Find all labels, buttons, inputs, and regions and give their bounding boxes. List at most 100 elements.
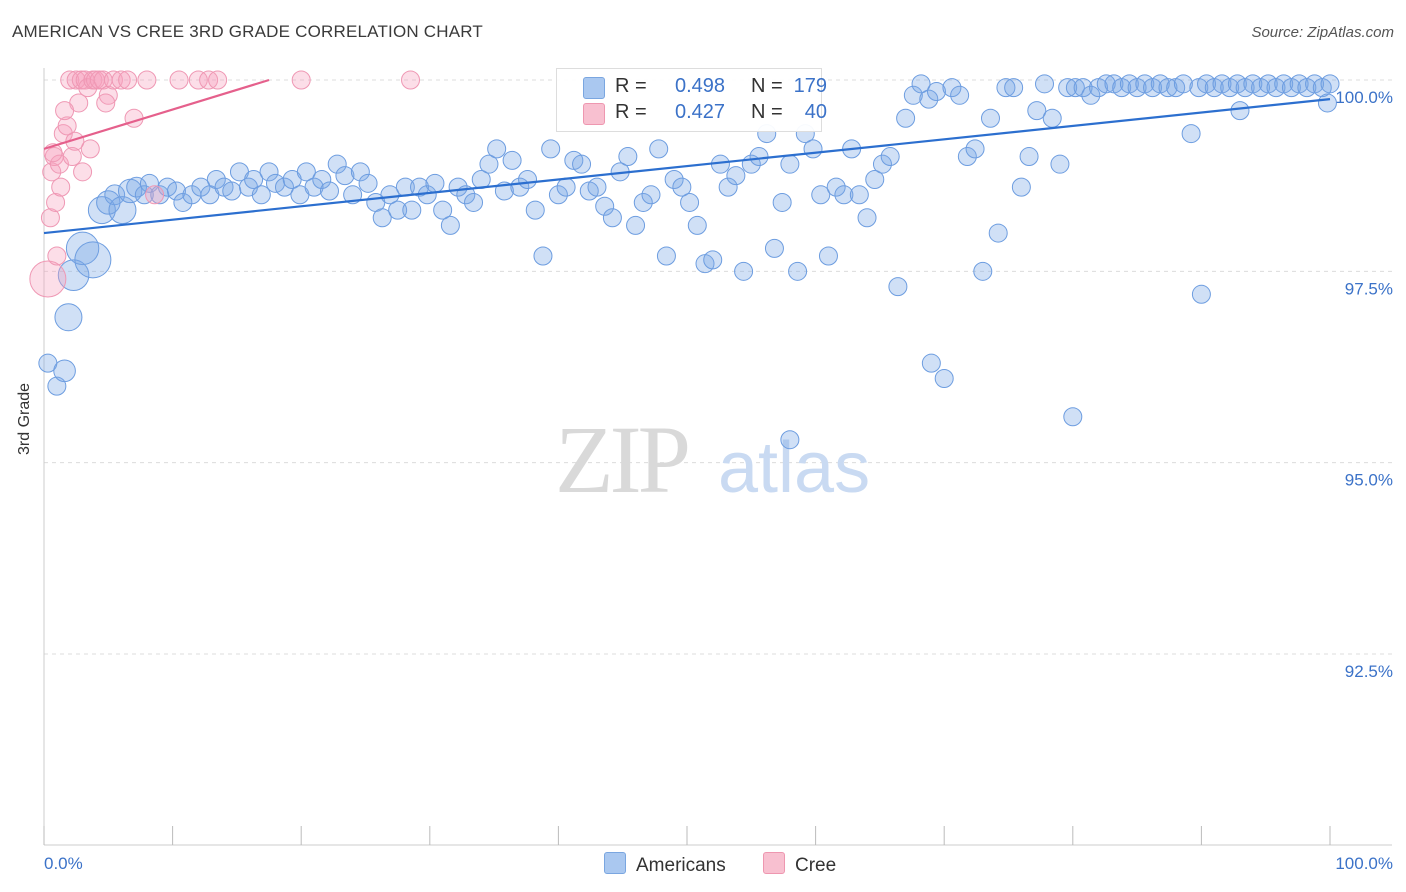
americans-point — [934, 368, 954, 388]
americans-point — [1035, 74, 1055, 94]
americans-point — [996, 78, 1016, 98]
americans-point — [664, 169, 684, 189]
americans-point — [312, 169, 332, 189]
americans-point — [222, 181, 242, 201]
americans-point — [633, 192, 653, 212]
americans-point — [518, 169, 538, 189]
americans-point — [533, 246, 553, 266]
cree-point — [208, 70, 228, 90]
americans-point — [888, 277, 908, 297]
cree-point — [29, 260, 67, 298]
americans-point — [54, 303, 83, 332]
americans-point — [1181, 124, 1201, 144]
cree-point — [40, 208, 60, 228]
americans-point — [857, 208, 877, 228]
americans-point — [595, 196, 615, 216]
americans-point — [965, 139, 985, 159]
source-credit: Source: ZipAtlas.com — [1251, 24, 1394, 41]
cree-point — [111, 70, 131, 90]
americans-trend-line — [43, 98, 1331, 235]
americans-point — [826, 177, 846, 197]
americans-point — [1230, 101, 1250, 121]
axis-layer — [43, 68, 1392, 846]
americans-point — [1019, 147, 1039, 167]
cree-point — [73, 162, 93, 182]
americans-point — [425, 173, 445, 193]
chart-title: AMERICAN VS CREE 3RD GRADE CORRELATION C… — [12, 22, 484, 41]
tick-label-layer: 92.5% 95.0% 97.5% 100.0% 0.0% 100.0% — [44, 88, 1393, 873]
cree-point — [103, 70, 123, 90]
r-label: R = — [615, 75, 647, 97]
cree-point — [137, 70, 157, 90]
americans-point — [726, 166, 746, 186]
americans-point — [703, 250, 723, 270]
americans-point — [440, 215, 460, 235]
cree-point — [188, 70, 208, 90]
americans-point — [1173, 74, 1193, 94]
americans-point — [1004, 78, 1024, 98]
americans-point — [572, 154, 592, 174]
points-layer — [29, 70, 1340, 450]
americans-point — [108, 196, 137, 225]
americans-point — [1042, 108, 1062, 128]
americans-point — [1191, 284, 1211, 304]
y-tick-label: 92.5% — [1345, 662, 1393, 681]
americans-point — [487, 139, 507, 159]
americans-point — [65, 231, 100, 266]
americans-point — [1011, 177, 1031, 197]
americans-point — [950, 85, 970, 105]
americans-point — [618, 147, 638, 167]
americans-point — [926, 81, 946, 101]
r-label: R = — [615, 101, 647, 123]
americans-point — [556, 177, 576, 197]
americans-point — [764, 238, 784, 258]
americans-point — [388, 200, 408, 220]
americans-point — [980, 108, 1000, 128]
cree-point — [62, 147, 82, 167]
cree-point — [145, 185, 165, 205]
americans-point — [818, 246, 838, 266]
americans-point — [134, 185, 154, 205]
americans-point — [541, 139, 561, 159]
americans-point — [896, 108, 916, 128]
americans-point — [448, 177, 468, 197]
americans-point — [849, 185, 869, 205]
americans-point — [1027, 101, 1047, 121]
cree-point — [118, 70, 138, 90]
americans-point — [304, 177, 324, 197]
americans-point — [803, 139, 823, 159]
americans-point — [1096, 74, 1116, 94]
americans-point — [343, 185, 363, 205]
americans-point — [296, 162, 316, 182]
americans-point — [718, 177, 738, 197]
americans-point — [672, 177, 692, 197]
americans-point — [988, 223, 1008, 243]
americans-point — [1065, 78, 1085, 98]
americans-point — [206, 169, 226, 189]
americans-point — [865, 169, 885, 189]
legend-swatch-americans — [583, 77, 605, 99]
americans-point — [834, 185, 854, 205]
americans-point — [680, 192, 700, 212]
cree-swatch — [763, 852, 785, 874]
cree-point — [80, 139, 100, 159]
americans-swatch — [604, 852, 626, 874]
cree-point — [169, 70, 189, 90]
americans-point — [772, 192, 792, 212]
americans-point — [1158, 78, 1178, 98]
americans-point — [811, 185, 831, 205]
y-tick-label: 100.0% — [1335, 88, 1393, 107]
x-tick-label: 100.0% — [1335, 854, 1393, 873]
americans-point — [780, 430, 800, 450]
americans-point — [880, 147, 900, 167]
americans-point — [126, 176, 147, 198]
americans-point — [464, 192, 484, 212]
americans-point — [502, 150, 522, 170]
americans-point — [973, 261, 993, 281]
americans-point — [1073, 78, 1093, 98]
americans-point — [548, 185, 568, 205]
n-value: 40 — [804, 101, 827, 123]
americans-point — [327, 154, 347, 174]
cree-point — [96, 93, 116, 113]
cree-point — [291, 70, 311, 90]
